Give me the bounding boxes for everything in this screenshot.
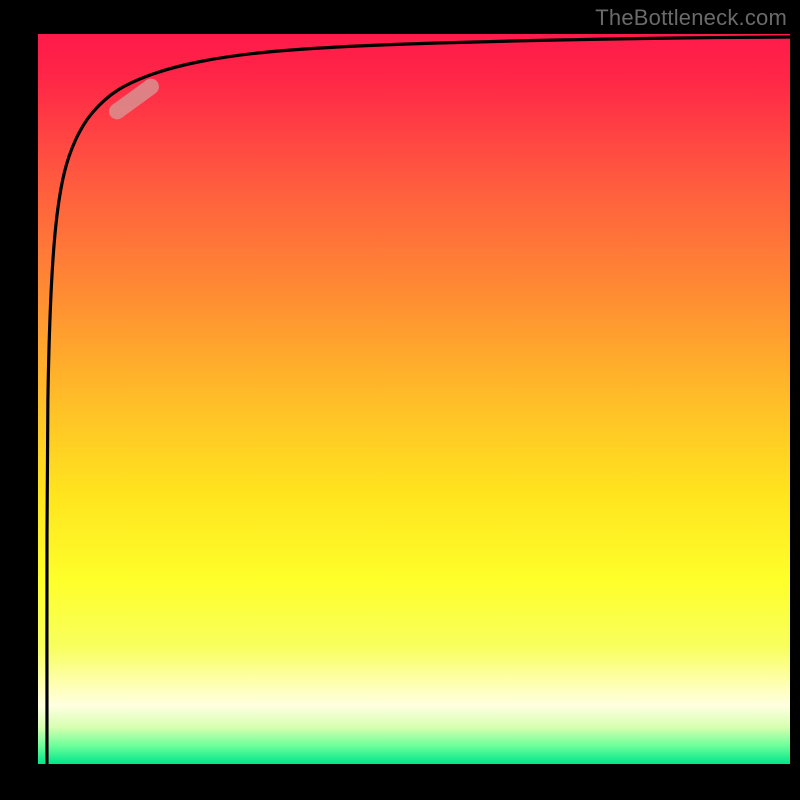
chart-root: { "canvas": { "width": 800, "height": 80… bbox=[0, 0, 800, 800]
watermark-text: TheBottleneck.com bbox=[595, 5, 787, 31]
chart-overlay-svg bbox=[38, 34, 790, 764]
plot-area bbox=[38, 34, 790, 764]
bottleneck-curve bbox=[47, 37, 790, 764]
